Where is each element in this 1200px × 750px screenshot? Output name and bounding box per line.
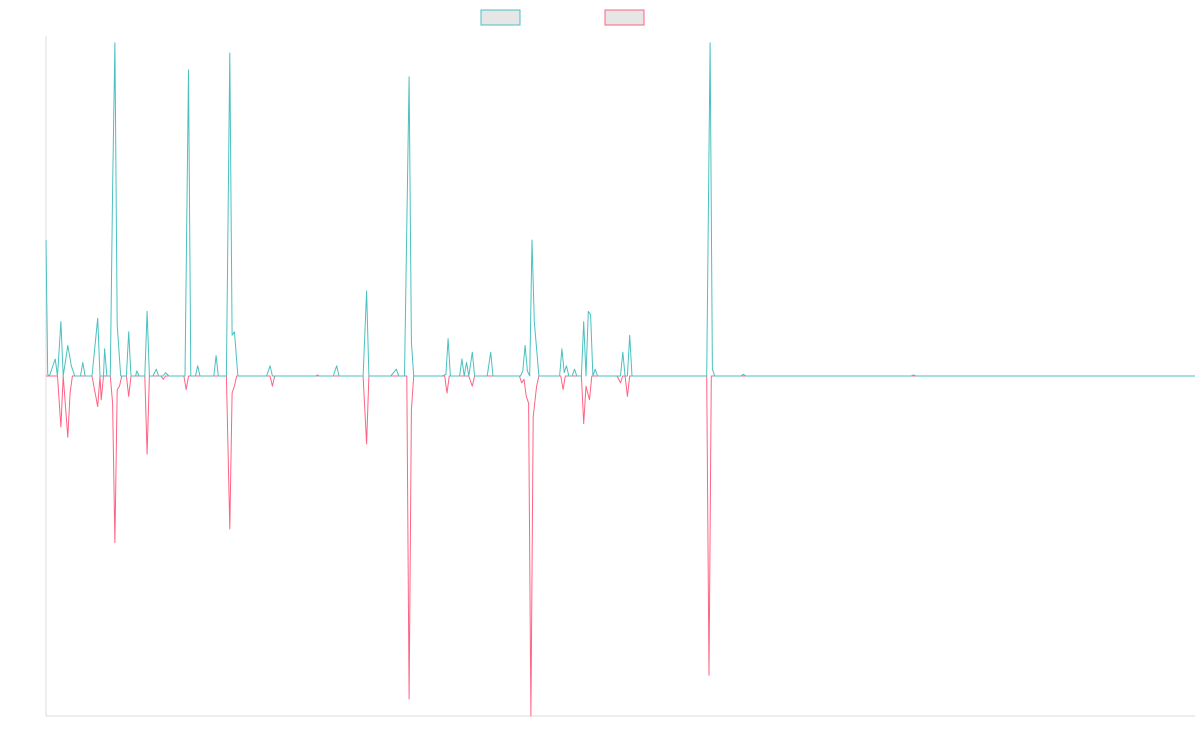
legend-swatch-series-a[interactable] <box>480 9 521 26</box>
series-line-series-a[interactable] <box>45 42 1195 377</box>
series-layer <box>45 42 1195 717</box>
legend-swatch-series-b[interactable] <box>604 9 645 26</box>
series-line-series-b[interactable] <box>46 375 1195 717</box>
legend <box>480 9 645 26</box>
